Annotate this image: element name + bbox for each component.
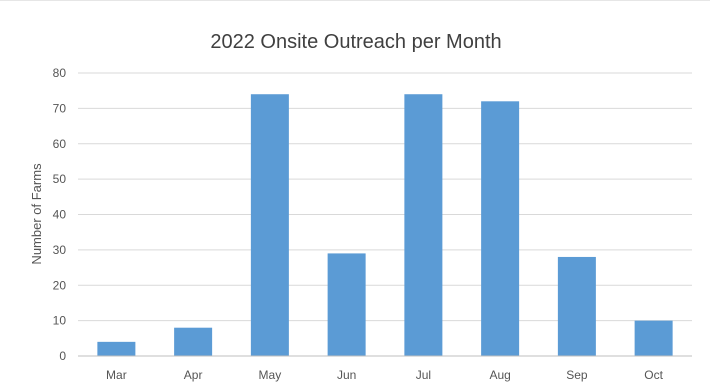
- x-tick-label: Sep: [566, 368, 588, 382]
- y-tick-label: 0: [59, 349, 66, 363]
- y-tick-label: 20: [53, 278, 67, 292]
- bar-jun: [327, 253, 366, 356]
- chart-title: 2022 Onsite Outreach per Month: [210, 31, 501, 53]
- bars: [97, 94, 673, 356]
- bar-apr: [174, 327, 213, 356]
- x-tick-label: Oct: [644, 368, 663, 382]
- x-axis-ticks: Mar Apr May Jun Jul Aug Sep Oct: [106, 368, 664, 382]
- y-tick-label: 80: [53, 66, 67, 80]
- y-axis-title: Number of Farms: [29, 163, 44, 265]
- y-tick-label: 10: [53, 314, 67, 328]
- bar-aug: [481, 101, 520, 356]
- y-tick-label: 60: [53, 137, 67, 151]
- bar-sep: [557, 256, 596, 356]
- gridlines: [78, 72, 692, 322]
- x-tick-label: Mar: [106, 368, 127, 382]
- y-tick-label: 40: [53, 208, 67, 222]
- bar-may: [250, 94, 289, 356]
- x-tick-label: Aug: [489, 368, 510, 382]
- y-tick-label: 30: [53, 243, 67, 257]
- y-axis-ticks: 0 10 20 30 40 50 60 70 80: [53, 66, 67, 363]
- x-tick-label: May: [259, 368, 282, 382]
- x-tick-label: Apr: [184, 368, 203, 382]
- x-tick-label: Jun: [337, 368, 356, 382]
- y-tick-label: 70: [53, 101, 67, 115]
- bar-mar: [97, 341, 136, 356]
- bar-jul: [404, 94, 443, 356]
- x-tick-label: Jul: [416, 368, 431, 382]
- y-tick-label: 50: [53, 172, 67, 186]
- bar-oct: [634, 320, 673, 356]
